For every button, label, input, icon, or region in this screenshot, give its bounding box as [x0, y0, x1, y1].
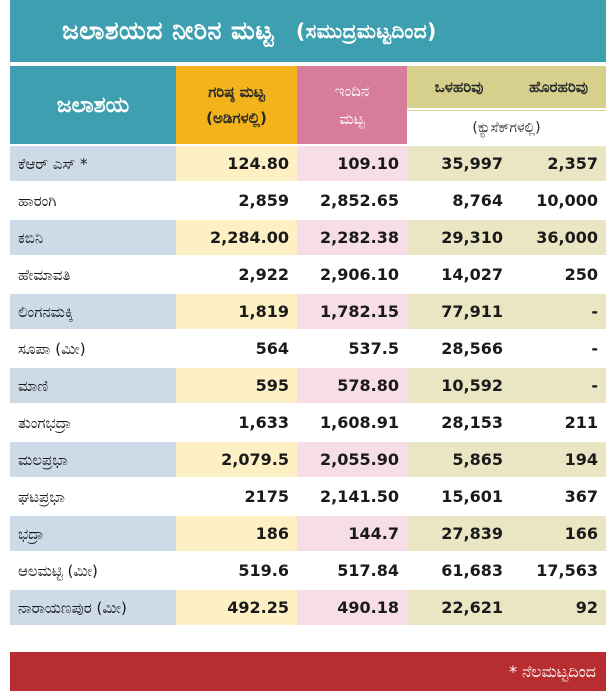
table-body: ಕೆಆರ್ ಎಸ್ * 124.80 109.10 35,997 2,357 ಹ… [10, 146, 606, 625]
outflow: 166 [511, 516, 606, 551]
inflow: 61,683 [407, 553, 511, 588]
inflow: 8,764 [407, 183, 511, 218]
outflow: 211 [511, 405, 606, 440]
footer-bar: * ನೆಲಮಟ್ಟದಿಂದ [10, 652, 606, 691]
inflow: 15,601 [407, 479, 511, 514]
outflow: 10,000 [511, 183, 606, 218]
outflow: 2,357 [511, 146, 606, 181]
outflow: 250 [511, 257, 606, 292]
reservoir-name: ಹಾರಂಗಿ [10, 183, 176, 218]
title-bar: ಜಲಾಶಯದ ನೀರಿನ ಮಟ್ಟ (ಸಮುದ್ರಮಟ್ಟದಿಂದ) [10, 0, 606, 62]
today-level: 2,852.65 [297, 183, 407, 218]
header-today-level-line1: ಇಂದಿನ [334, 82, 370, 100]
today-level: 1,782.15 [297, 294, 407, 329]
table-row: ಲಿಂಗನಮಕ್ಕಿ 1,819 1,782.15 77,911 - [10, 294, 606, 329]
reservoir-name: ಭದ್ರಾ [10, 516, 176, 551]
inflow: 28,153 [407, 405, 511, 440]
max-level: 492.25 [176, 590, 297, 625]
max-level: 2,079.5 [176, 442, 297, 477]
reservoir-name: ಆಲಮಟ್ಟಿ (ಮೀ) [10, 553, 176, 588]
header-inflow: ಒಳಹರಿವು [407, 66, 511, 108]
max-level: 2,284.00 [176, 220, 297, 255]
table-row: ಕಬಿನಿ 2,284.00 2,282.38 29,310 36,000 [10, 220, 606, 255]
header-max-level-line2: (ಅಡಿಗಳಲ್ಲಿ) [206, 109, 267, 127]
reservoir-name: ತುಂಗಭದ್ರಾ [10, 405, 176, 440]
table-row: ತುಂಗಭದ್ರಾ 1,633 1,608.91 28,153 211 [10, 405, 606, 440]
today-level: 578.80 [297, 368, 407, 403]
table-row: ಮಾಣಿ 595 578.80 10,592 - [10, 368, 606, 403]
header-today-level: ಇಂದಿನ ಮಟ್ಟ [297, 66, 407, 144]
reservoir-name: ಹೇಮಾವತಿ [10, 257, 176, 292]
table-row: ಹೇಮಾವತಿ 2,922 2,906.10 14,027 250 [10, 257, 606, 292]
max-level: 595 [176, 368, 297, 403]
table-row: ಘಟಪ್ರಭಾ 2175 2,141.50 15,601 367 [10, 479, 606, 514]
table-row: ಮಲಪ್ರಭಾ 2,079.5 2,055.90 5,865 194 [10, 442, 606, 477]
outflow: 36,000 [511, 220, 606, 255]
outflow: 17,563 [511, 553, 606, 588]
outflow: - [511, 294, 606, 329]
reservoir-name: ಲಿಂಗನಮಕ್ಕಿ [10, 294, 176, 329]
today-level: 2,282.38 [297, 220, 407, 255]
table-row: ಆಲಮಟ್ಟಿ (ಮೀ) 519.6 517.84 61,683 17,563 [10, 553, 606, 588]
inflow: 27,839 [407, 516, 511, 551]
inflow: 77,911 [407, 294, 511, 329]
reservoir-name: ಸೂಪಾ (ಮೀ) [10, 331, 176, 366]
max-level: 124.80 [176, 146, 297, 181]
inflow: 35,997 [407, 146, 511, 181]
header-max-level-line1: ಗರಿಷ್ಠ ಮಟ್ಟ [208, 83, 265, 101]
today-level: 517.84 [297, 553, 407, 588]
reservoir-name: ಮಲಪ್ರಭಾ [10, 442, 176, 477]
max-level: 186 [176, 516, 297, 551]
max-level: 2,922 [176, 257, 297, 292]
title-sub: (ಸಮುದ್ರಮಟ್ಟದಿಂದ) [295, 19, 437, 43]
table-row: ಸೂಪಾ (ಮೀ) 564 537.5 28,566 - [10, 331, 606, 366]
inflow: 28,566 [407, 331, 511, 366]
today-level: 109.10 [297, 146, 407, 181]
outflow: - [511, 331, 606, 366]
title-main: ಜಲಾಶಯದ ನೀರಿನ ಮಟ್ಟ [62, 16, 274, 45]
outflow: - [511, 368, 606, 403]
reservoir-name: ನಾರಾಯಣಪುರ (ಮೀ) [10, 590, 176, 625]
outflow: 367 [511, 479, 606, 514]
header-max-level: ಗರಿಷ್ಠ ಮಟ್ಟ (ಅಡಿಗಳಲ್ಲಿ) [176, 66, 297, 144]
max-level: 1,819 [176, 294, 297, 329]
inflow: 22,621 [407, 590, 511, 625]
max-level: 2,859 [176, 183, 297, 218]
outflow: 92 [511, 590, 606, 625]
reservoir-name: ಕೆಆರ್ ಎಸ್ * [10, 146, 176, 181]
today-level: 537.5 [297, 331, 407, 366]
inflow: 29,310 [407, 220, 511, 255]
outflow: 194 [511, 442, 606, 477]
table-row: ಹಾರಂಗಿ 2,859 2,852.65 8,764 10,000 [10, 183, 606, 218]
today-level: 2,141.50 [297, 479, 407, 514]
today-level: 144.7 [297, 516, 407, 551]
header-reservoir: ಜಲಾಶಯ [10, 66, 176, 144]
reservoir-name: ಕಬಿನಿ [10, 220, 176, 255]
table-row: ನಾರಾಯಣಪುರ (ಮೀ) 492.25 490.18 22,621 92 [10, 590, 606, 625]
max-level: 2175 [176, 479, 297, 514]
inflow: 5,865 [407, 442, 511, 477]
reservoir-name: ಘಟಪ್ರಭಾ [10, 479, 176, 514]
max-level: 564 [176, 331, 297, 366]
inflow: 14,027 [407, 257, 511, 292]
today-level: 490.18 [297, 590, 407, 625]
today-level: 2,906.10 [297, 257, 407, 292]
today-level: 2,055.90 [297, 442, 407, 477]
today-level: 1,608.91 [297, 405, 407, 440]
reservoir-table: ಜಲಾಶಯ ಗರಿಷ್ಠ ಮಟ್ಟ (ಅಡಿಗಳಲ್ಲಿ) ಇಂದಿನ ಮಟ್ಟ… [10, 64, 606, 627]
table-row: ಭದ್ರಾ 186 144.7 27,839 166 [10, 516, 606, 551]
reservoir-name: ಮಾಣಿ [10, 368, 176, 403]
header-today-level-line2: ಮಟ್ಟ [339, 110, 365, 128]
table-row: ಕೆಆರ್ ಎಸ್ * 124.80 109.10 35,997 2,357 [10, 146, 606, 181]
inflow: 10,592 [407, 368, 511, 403]
max-level: 519.6 [176, 553, 297, 588]
max-level: 1,633 [176, 405, 297, 440]
header-flow-unit: (ಕ್ಯುಸೆಕ್‌ಗಳಲ್ಲಿ) [407, 110, 606, 144]
header-outflow: ಹೊರಹರಿವು [511, 66, 606, 108]
footer-note: * ನೆಲಮಟ್ಟದಿಂದ [508, 661, 596, 681]
